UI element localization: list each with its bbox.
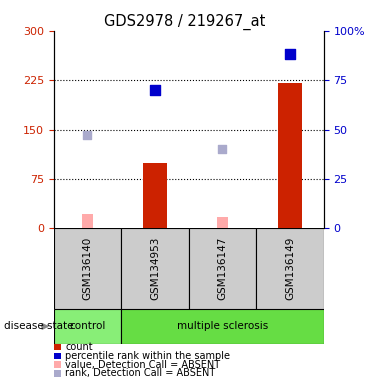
Text: GSM134953: GSM134953 bbox=[150, 237, 160, 301]
Text: GDS2978 / 219267_at: GDS2978 / 219267_at bbox=[104, 13, 266, 30]
Text: GSM136140: GSM136140 bbox=[83, 237, 92, 300]
Text: GSM136147: GSM136147 bbox=[218, 237, 228, 301]
Bar bbox=[143, 162, 167, 228]
Point bbox=[84, 132, 90, 138]
Bar bbox=[189, 228, 256, 309]
Point bbox=[219, 146, 225, 152]
Bar bbox=[54, 309, 121, 344]
Text: GSM136149: GSM136149 bbox=[285, 237, 295, 301]
Text: disease state: disease state bbox=[4, 321, 73, 331]
Text: percentile rank within the sample: percentile rank within the sample bbox=[65, 351, 231, 361]
Text: value, Detection Call = ABSENT: value, Detection Call = ABSENT bbox=[65, 359, 221, 370]
Text: rank, Detection Call = ABSENT: rank, Detection Call = ABSENT bbox=[65, 368, 216, 379]
Text: count: count bbox=[65, 342, 93, 352]
Bar bbox=[121, 309, 324, 344]
Bar bbox=[121, 228, 189, 309]
Text: control: control bbox=[69, 321, 105, 331]
Bar bbox=[256, 228, 324, 309]
Bar bbox=[278, 83, 302, 228]
Point bbox=[287, 51, 293, 57]
Bar bbox=[82, 214, 93, 228]
Text: multiple sclerosis: multiple sclerosis bbox=[177, 321, 268, 331]
Bar bbox=[54, 228, 121, 309]
Point bbox=[152, 87, 158, 93]
Bar bbox=[217, 217, 228, 228]
